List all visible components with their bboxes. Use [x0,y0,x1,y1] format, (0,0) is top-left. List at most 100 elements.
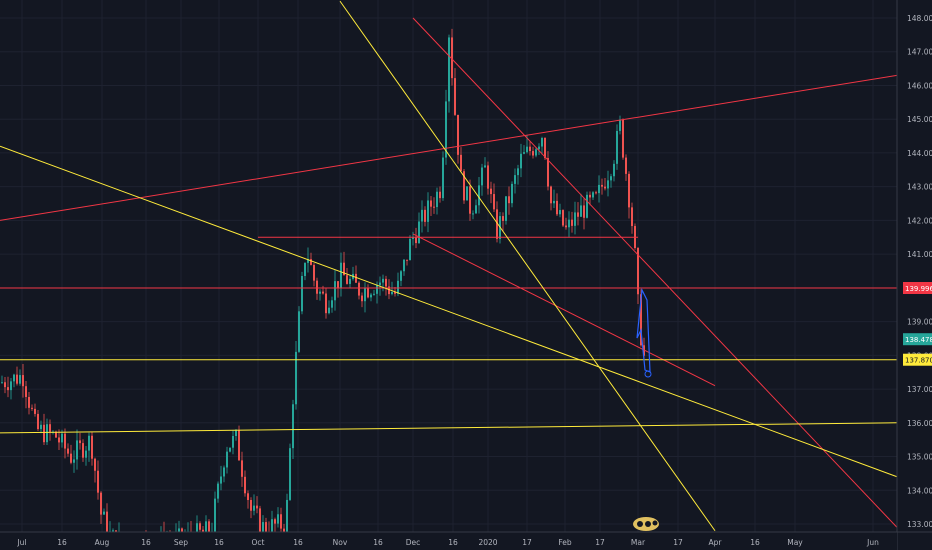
candle-body [274,519,276,524]
candle [361,292,363,308]
candle-body [616,130,618,164]
candle-body [22,375,24,387]
price-label-text: 139.996 [905,285,932,293]
trend-line[interactable] [0,74,898,221]
candle-body [601,184,603,187]
candle-body [277,514,279,524]
candle-body [475,205,477,214]
candle-body [469,186,471,214]
candle [496,201,498,243]
candle-body [502,216,504,221]
candle-body [412,237,414,239]
candle [604,178,606,191]
candle [397,272,399,297]
candle-body [100,492,102,515]
candle [538,143,540,156]
candle [592,191,594,200]
candle [400,270,402,287]
candle [622,118,624,160]
candle [562,209,564,228]
candle-body [484,165,486,168]
candle [514,168,516,194]
candle-body [34,408,36,414]
candle-body [553,200,555,204]
candle [304,262,306,281]
candle-body [238,430,240,461]
trend-line[interactable] [412,17,898,528]
candle [385,275,387,296]
candle-body [79,440,81,444]
x-tick-label: 16 [293,538,303,547]
candle [583,197,585,230]
time-axis[interactable]: Jul 16 Aug 16 Sep 16 Oct 16 Nov 16 Dec 16 2020 17 Feb 1… [0,531,932,550]
candle [241,451,243,487]
candle [595,190,597,195]
candle-body [340,262,342,288]
candle [508,186,510,215]
price-axis[interactable]: 133.000134.000135.000136.000137.000138.0… [896,0,932,550]
candle-body [376,285,378,294]
price-label: 139.996 [903,282,932,295]
x-tick-label: Dec [406,538,421,547]
candle-body [595,192,597,194]
y-tick-label: 143.000 [907,183,932,192]
candle [349,274,351,288]
candle-body [1,382,3,384]
price-label-bg [903,353,932,366]
candle-body [397,280,399,294]
trend-line[interactable] [339,0,716,532]
candle-body [526,146,528,153]
candle-body [19,375,21,384]
candle-body [295,351,297,405]
y-tick-label: 134.000 [907,486,932,495]
candle-body [322,291,324,294]
candle [313,263,315,287]
candle-body [106,511,108,537]
candle [610,173,612,188]
projection-point [644,370,652,378]
candle-body [250,499,252,511]
candle [631,202,633,234]
candle [46,418,48,445]
candle-body [577,212,579,217]
candle-body [487,165,489,189]
x-tick-label: 16 [214,538,224,547]
candle-body [565,225,567,228]
candle [301,271,303,315]
trend-lines[interactable] [0,0,898,532]
y-tick-label: 139.000 [907,318,932,327]
candle-body [538,146,540,150]
candle [448,34,450,113]
price-label-bg [903,282,932,295]
candle-body [4,382,6,388]
candle-body [613,163,615,177]
candle-body [562,210,564,226]
candle [259,505,261,535]
candle-body [64,433,66,449]
candle [298,306,300,353]
candle [94,457,96,483]
y-tick-label: 142.000 [907,216,932,225]
candle-body [586,194,588,218]
trend-line[interactable] [0,145,898,478]
candle-body [379,282,381,286]
candle [418,212,420,245]
candle [559,203,561,218]
candle [463,169,465,204]
candle [316,277,318,300]
trend-line[interactable] [412,233,716,387]
candle [88,432,90,462]
candle-body [13,374,15,382]
candle-body [286,499,288,534]
x-tick-label: Jul [16,538,26,547]
candle-body [604,186,606,189]
trend-line[interactable] [0,422,898,434]
candle [553,189,555,209]
candle-body [637,248,639,295]
candle [64,428,66,459]
candle-body [331,300,333,308]
candle-body [574,212,576,226]
candle-body [217,483,219,499]
candle [571,211,573,233]
